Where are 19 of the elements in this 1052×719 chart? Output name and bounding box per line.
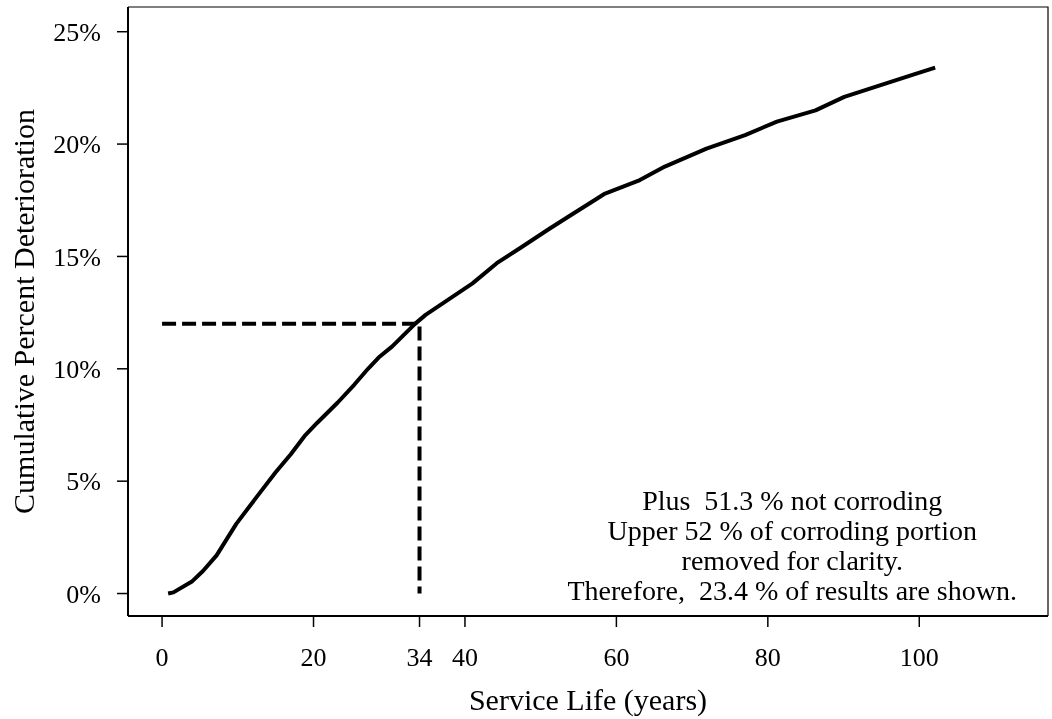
x-tick-label: 34: [406, 643, 433, 673]
annotation: Upper 52 % of corroding portion: [607, 515, 977, 546]
x-tick-label: 20: [300, 643, 327, 673]
y-tick-label: 25%: [53, 17, 101, 47]
y-tick-label: 20%: [53, 130, 101, 160]
y-tick-label: 15%: [53, 242, 101, 272]
y-axis-title: Cumulative Percent Deterioration: [7, 109, 40, 514]
x-tick-label: 80: [754, 643, 781, 673]
y-tick-label: 10%: [53, 355, 101, 385]
annotation: Therefore, 23.4 % of results are shown.: [567, 575, 1017, 606]
annotation: removed for clarity.: [681, 545, 903, 576]
x-tick-label: 60: [603, 643, 630, 673]
x-tick-label: 100: [899, 643, 939, 673]
x-tick-label: 40: [451, 643, 478, 673]
y-tick-label: 0%: [66, 579, 101, 609]
x-tick-label: 0: [155, 643, 169, 673]
x-axis-title: Service Life (years): [468, 683, 708, 717]
annotation: Plus 51.3 % not corroding: [642, 485, 943, 516]
y-tick-label: 5%: [66, 467, 101, 497]
